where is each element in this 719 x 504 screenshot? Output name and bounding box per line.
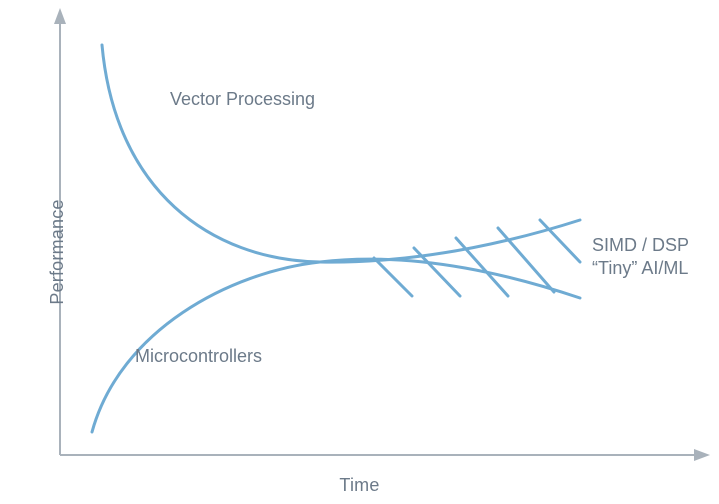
convergence-label-line1: SIMD / DSP [592, 235, 689, 255]
convergence-region-label: SIMD / DSP “Tiny” AI/ML [592, 234, 689, 279]
convergence-chart: Performance Time Vector Processing Micro… [0, 0, 719, 504]
vector-processing-label: Vector Processing [170, 88, 315, 111]
x-axis-label: Time [339, 475, 379, 496]
y-axis-label: Performance [47, 199, 68, 304]
y-axis-arrow [54, 8, 66, 24]
convergence-label-line2: “Tiny” AI/ML [592, 258, 688, 278]
vector-processing-curve [102, 45, 580, 262]
microcontrollers-label: Microcontrollers [135, 345, 262, 368]
hatch-line [374, 258, 412, 296]
x-axis-arrow [694, 449, 710, 461]
